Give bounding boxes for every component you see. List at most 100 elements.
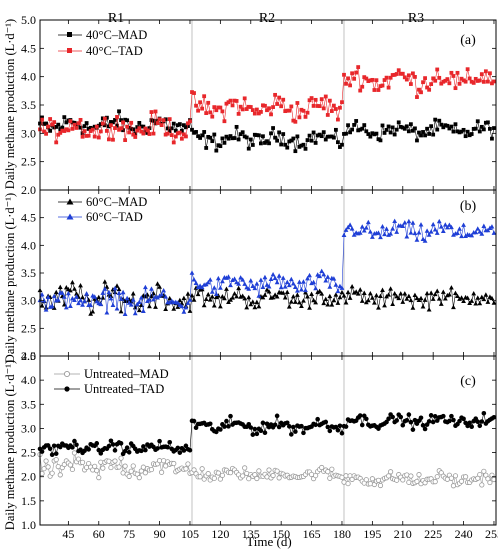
legend-text-untreated-mad: Untreated–MAD (84, 367, 169, 381)
data-point (442, 296, 448, 301)
data-point (282, 284, 288, 289)
data-point (413, 75, 417, 79)
data-point (442, 222, 448, 227)
data-point (358, 127, 363, 132)
data-point (384, 127, 389, 132)
data-point (43, 458, 49, 464)
data-point (228, 134, 233, 138)
data-point (64, 120, 69, 125)
data-point (406, 73, 411, 78)
data-point (127, 130, 132, 135)
data-point (155, 446, 160, 451)
data-point (259, 110, 263, 114)
data-point (102, 279, 108, 284)
data-point (256, 468, 262, 474)
data-point (422, 297, 428, 302)
data-point (264, 287, 270, 292)
data-point (311, 104, 316, 108)
data-point (311, 130, 316, 135)
data-point (67, 462, 74, 468)
data-point (356, 128, 361, 133)
data-point (196, 134, 200, 139)
data-point (357, 413, 363, 418)
data-point (275, 138, 280, 143)
data-point (446, 292, 452, 297)
data-point (80, 131, 85, 136)
legend-entry-40c-mad: 40°C–MAD (58, 28, 147, 42)
data-point (430, 221, 436, 227)
data-point (102, 286, 108, 291)
data-point (350, 127, 355, 132)
data-point (70, 126, 75, 131)
data-point (305, 138, 310, 142)
data-point (112, 289, 118, 295)
data-point (45, 464, 51, 470)
data-point (382, 131, 387, 135)
data-point (380, 223, 385, 229)
data-point (435, 67, 440, 72)
data-point (315, 133, 320, 138)
data-point (451, 129, 456, 134)
data-point (149, 118, 154, 123)
data-point (319, 134, 324, 139)
data-point (267, 141, 271, 146)
data-point (417, 87, 421, 92)
data-point (303, 287, 308, 293)
data-point (53, 457, 59, 463)
data-point (227, 470, 234, 476)
data-point (431, 132, 436, 137)
data-point (429, 82, 434, 87)
data-point (52, 120, 57, 124)
data-point (390, 301, 396, 307)
data-point (149, 286, 154, 291)
data-point (279, 142, 284, 147)
data-point (428, 290, 434, 295)
data-point (434, 288, 440, 293)
y-tick-label: 2.0 (21, 470, 36, 484)
data-point (355, 291, 361, 296)
data-point (473, 229, 479, 235)
data-point (187, 297, 193, 302)
data-point (98, 122, 103, 127)
data-point (222, 119, 227, 124)
data-point (392, 132, 397, 137)
data-point (240, 277, 246, 282)
data-point (246, 294, 252, 300)
data-point (139, 129, 144, 134)
data-point (72, 120, 77, 125)
data-point (98, 129, 103, 134)
data-point (477, 471, 483, 478)
y-tick-label: 3.5 (21, 98, 36, 112)
data-point (291, 424, 296, 430)
data-point (82, 298, 87, 304)
data-point (435, 127, 440, 132)
data-point (412, 417, 418, 423)
data-point (285, 108, 290, 113)
data-point (453, 86, 458, 91)
data-point (142, 470, 148, 476)
data-point (307, 98, 312, 103)
data-point (133, 135, 138, 139)
data-point (70, 120, 75, 125)
data-point (295, 101, 300, 105)
data-point (327, 428, 333, 434)
data-point (479, 231, 485, 236)
data-point (159, 469, 165, 475)
data-point (184, 134, 188, 139)
data-point (56, 122, 61, 127)
data-point (246, 286, 252, 291)
data-point (242, 134, 247, 139)
data-point (339, 430, 345, 436)
data-point (361, 228, 367, 233)
data-point (163, 132, 168, 137)
data-point (357, 287, 363, 292)
data-point (135, 128, 140, 133)
data-point (167, 295, 173, 301)
legend-text-40c-tad: 40°C–TAD (86, 44, 143, 58)
data-point (137, 120, 142, 125)
data-point (86, 297, 92, 302)
data-point (307, 133, 312, 138)
data-point (218, 105, 223, 110)
data-point (244, 304, 250, 310)
data-point (289, 432, 294, 437)
